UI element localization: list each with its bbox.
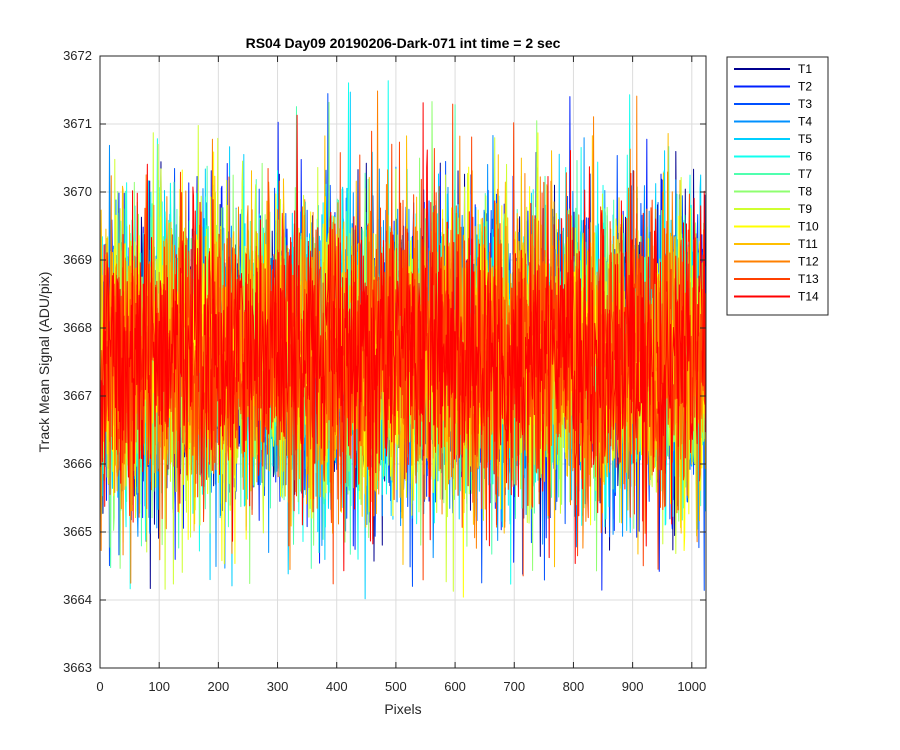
x-tick-label: 600 xyxy=(444,679,466,694)
legend-label-t11: T11 xyxy=(798,237,818,251)
legend: T1 T2 T3 T4 T5 T6 T7 T8 T9 T10 T11 T12 T13 T14 xyxy=(726,56,829,316)
legend-label-t10: T10 xyxy=(798,220,819,234)
plot-frame xyxy=(99,55,707,669)
legend-label-t7: T7 xyxy=(798,167,812,181)
x-tick-label: 500 xyxy=(385,679,407,694)
legend-label-t12: T12 xyxy=(798,255,819,269)
legend-label-t8: T8 xyxy=(798,185,812,199)
y-tick-label: 3670 xyxy=(63,184,92,199)
y-tick-label: 3667 xyxy=(63,388,92,403)
x-tick-label: 800 xyxy=(563,679,585,694)
legend-label-t5: T5 xyxy=(798,132,812,146)
x-axis-title: Pixels xyxy=(384,701,421,717)
y-axis-title: Track Mean Signal (ADU/pix) xyxy=(36,272,52,453)
chart-title: RS04 Day09 20190206-Dark-071 int time = … xyxy=(246,35,561,51)
y-tick-label: 3664 xyxy=(63,592,92,607)
legend-label-t13: T13 xyxy=(798,272,819,286)
legend-label-t2: T2 xyxy=(798,80,812,94)
x-tick-label: 900 xyxy=(622,679,644,694)
y-tick-label: 3665 xyxy=(63,524,92,539)
legend-box xyxy=(726,56,829,316)
x-tick-label: 200 xyxy=(208,679,230,694)
x-tick-label: 100 xyxy=(148,679,170,694)
legend-label-t4: T4 xyxy=(798,115,812,129)
y-tick-label: 3666 xyxy=(63,456,92,471)
legend-label-t3: T3 xyxy=(798,97,812,111)
x-tick-label: 1000 xyxy=(677,679,706,694)
legend-label-t1: T1 xyxy=(798,62,812,76)
legend-label-t14: T14 xyxy=(798,290,819,304)
y-tick-label: 3663 xyxy=(63,660,92,675)
x-tick-label: 700 xyxy=(503,679,525,694)
axis-ticks: 0 100 200 300 400 500 600 700 800 900 1000 3663 3664… xyxy=(63,48,706,694)
y-tick-label: 3669 xyxy=(63,252,92,267)
y-tick-label: 3668 xyxy=(63,320,92,335)
legend-label-t9: T9 xyxy=(798,202,812,216)
x-tick-label: 400 xyxy=(326,679,348,694)
series-line-t14 xyxy=(100,102,706,572)
x-tick-label: 0 xyxy=(96,679,103,694)
legend-label-t6: T6 xyxy=(798,150,812,164)
y-tick-label: 3672 xyxy=(63,48,92,63)
x-tick-label: 300 xyxy=(267,679,289,694)
y-tick-label: 3671 xyxy=(63,116,92,131)
series-group xyxy=(100,80,706,600)
